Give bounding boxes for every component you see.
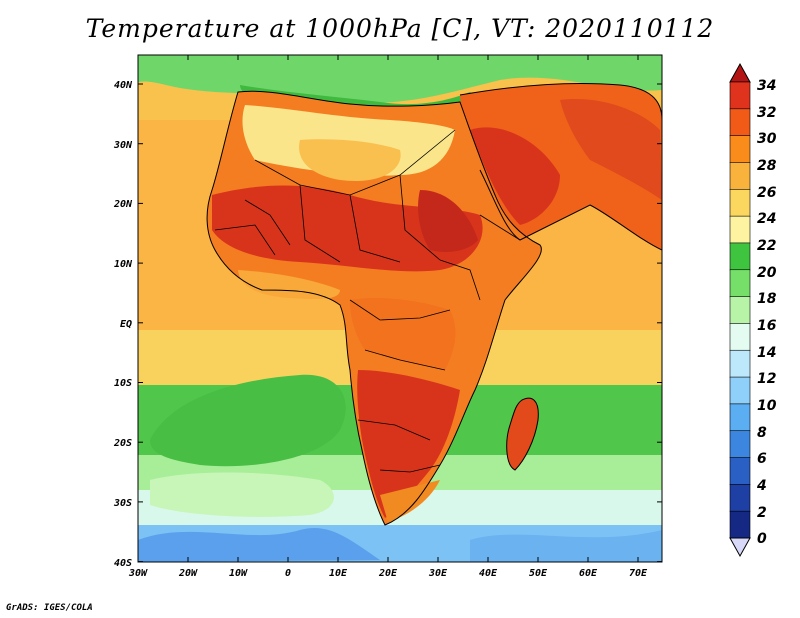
sahara-mid <box>299 139 401 181</box>
colorbar-label: 18 <box>757 291 777 307</box>
colorbar-swatch <box>729 323 751 351</box>
central-africa <box>350 298 456 370</box>
colorbar-label: 8 <box>757 425 767 441</box>
lon-label: 0 <box>285 568 291 579</box>
colorbar: 34 32 30 28 26 24 22 20 18 16 14 12 10 8… <box>729 62 777 558</box>
madagascar-coast <box>506 397 539 471</box>
colorbar-swatch <box>729 457 751 485</box>
lon-label: 10E <box>329 568 348 579</box>
lon-label: 30E <box>428 568 448 579</box>
colorbar-labels: 34 32 30 28 26 24 22 20 18 16 14 12 10 8… <box>756 78 777 547</box>
colorbar-label: 32 <box>757 105 776 121</box>
colorbar-label: 28 <box>757 158 777 174</box>
colorbar-label: 22 <box>757 238 776 254</box>
colorbar-swatches <box>729 81 751 539</box>
map-title: Temperature at 1000hPa [C], VT: 20201101… <box>85 14 715 43</box>
colorbar-swatch <box>729 349 751 378</box>
arabia-hot <box>470 127 560 225</box>
lon-label: 30W <box>128 568 148 579</box>
lon-label: 20E <box>378 568 398 579</box>
colorbar-swatch <box>729 188 751 217</box>
colorbar-label: 30 <box>757 131 777 147</box>
colorbar-swatch <box>729 108 751 137</box>
east-africa-hot <box>418 190 478 252</box>
lat-label: EQ <box>120 319 132 330</box>
colorbar-label: 4 <box>756 478 767 494</box>
colorbar-swatch <box>729 162 751 190</box>
atl-green-blob <box>150 374 346 467</box>
colorbar-swatch <box>729 242 751 271</box>
colorbar-label: 2 <box>757 505 767 521</box>
cold-swirl-1 <box>138 528 380 562</box>
lat-label: 20S <box>113 438 132 449</box>
colorbar-label: 34 <box>757 78 776 94</box>
colorbar-swatch <box>729 430 751 459</box>
lon-label: 40E <box>479 568 498 579</box>
colorbar-label: 16 <box>757 318 777 334</box>
madagascar <box>506 398 539 470</box>
colorbar-label: 24 <box>757 211 776 227</box>
colorbar-label: 20 <box>757 265 777 281</box>
lon-label: 10W <box>229 568 248 579</box>
colorbar-swatch <box>729 403 751 432</box>
lon-label: 50E <box>529 568 548 579</box>
country-borders <box>214 129 521 473</box>
lat-axis: 40N 30N 20N 10N EQ 10S 20S 30S 40S <box>113 80 133 569</box>
colorbar-swatch <box>729 484 751 512</box>
lon-label: 20W <box>178 568 198 579</box>
lat-label: 40S <box>114 558 132 569</box>
cold-swirl-2 <box>470 530 662 562</box>
atl-light-blob <box>150 472 334 517</box>
africa-coastline <box>206 90 542 526</box>
colorbar-top-arrow <box>729 62 751 83</box>
lat-label: 30N <box>113 140 133 151</box>
lat-label: 40N <box>114 80 133 91</box>
arabia-coastline <box>459 82 662 251</box>
colorbar-swatch <box>729 376 751 405</box>
colorbar-swatch <box>729 510 751 539</box>
sahara-north <box>242 105 455 176</box>
lon-label: 70E <box>629 568 648 579</box>
lat-label: 30S <box>113 498 132 509</box>
axis-ticks <box>137 55 662 563</box>
lat-label: 10S <box>114 378 132 389</box>
gulf-guinea <box>238 270 340 300</box>
map-field <box>138 55 662 562</box>
credit-text: GrADS: IGES/COLA <box>6 603 93 613</box>
colorbar-swatch <box>729 296 751 325</box>
colorbar-label: 10 <box>757 398 777 414</box>
colorbar-label: 12 <box>757 371 776 387</box>
map-frame <box>137 54 663 563</box>
south-tip <box>380 480 440 522</box>
persia-hot <box>560 99 662 200</box>
lat-label: 10N <box>114 259 133 270</box>
lon-label: 60E <box>579 568 598 579</box>
colorbar-label: 14 <box>757 345 776 361</box>
colorbar-label: 6 <box>757 451 767 467</box>
sahel-hot <box>212 185 483 272</box>
colorbar-swatch <box>729 135 751 164</box>
colorbar-label: 26 <box>757 185 777 201</box>
colorbar-swatch <box>729 81 751 110</box>
south-africa-hot <box>357 370 460 518</box>
lon-axis: 30W 20W 10W 0 10E 20E 30E 40E 50E 60E 70… <box>128 568 648 579</box>
colorbar-swatch <box>729 269 751 298</box>
colorbar-bottom-arrow <box>729 537 751 558</box>
lat-label: 20N <box>113 199 133 210</box>
colorbar-label: 0 <box>757 531 767 547</box>
colorbar-swatch <box>729 215 751 244</box>
